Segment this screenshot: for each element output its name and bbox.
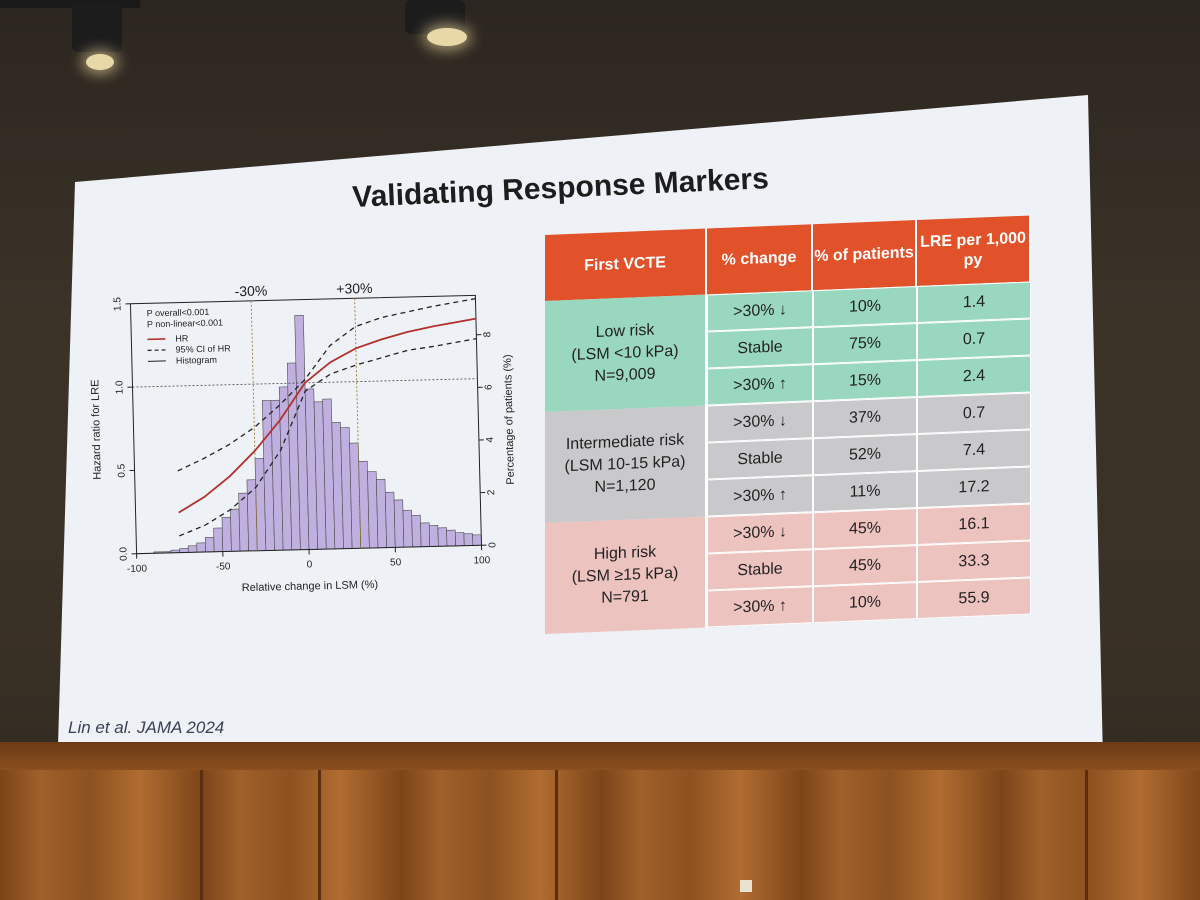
group-label: N=9,009 — [594, 365, 656, 385]
header-pct-change: % change — [707, 224, 813, 295]
group-low-risk: Low risk (LSM <10 kPa) N=9,009 — [545, 294, 707, 412]
panel-seam — [555, 770, 558, 900]
histogram-bar — [393, 499, 405, 548]
cell-change: Stable — [707, 438, 813, 480]
x-axis-label: Relative change in LSM (%) — [242, 579, 379, 594]
group-label: (LSM ≥15 kPa) — [571, 564, 679, 586]
histogram-bar — [437, 527, 448, 547]
x-tick-label: 100 — [473, 555, 490, 566]
cell-pct: 10% — [813, 286, 917, 328]
histogram-bar — [411, 514, 422, 548]
cell-pct: 52% — [813, 434, 917, 476]
x-tick-label: -50 — [216, 561, 231, 572]
group-label: (LSM <10 kPa) — [571, 342, 679, 364]
risk-table: First VCTE % change % of patients LRE pe… — [545, 185, 1035, 645]
panel-seam — [200, 770, 203, 900]
legend-label: Histogram — [176, 355, 217, 366]
legend-label: HR — [175, 333, 189, 343]
cell-lre: 0.7 — [917, 392, 1031, 435]
histogram-bar — [454, 532, 465, 547]
panel-seam — [1085, 770, 1088, 900]
cell-pct: 45% — [813, 508, 917, 550]
reference-vline — [354, 298, 362, 549]
stat-text: P overall<0.001 — [147, 307, 210, 319]
cell-pct: 45% — [813, 545, 917, 587]
annotation-minus30: -30% — [234, 282, 267, 299]
y-tick-label: 0.5 — [116, 463, 127, 478]
histogram-bar — [384, 491, 396, 548]
citation: Lin et al. JAMA 2024 — [68, 718, 225, 737]
histogram-bar — [238, 492, 249, 552]
x-tick-label: -100 — [127, 563, 148, 574]
cell-change: Stable — [707, 327, 813, 369]
histogram-bar — [221, 516, 232, 552]
cell-pct: 11% — [813, 471, 917, 513]
histogram-bar — [463, 533, 474, 546]
y2-tick-label: 4 — [485, 436, 496, 442]
plot-frame — [129, 294, 482, 555]
hr-histogram-chart: -100 -50 0 50 100 0.0 0.5 1.0 1.5 0 2 4 6 8 Relative c… — [89, 280, 517, 594]
y-tick-label: 1.5 — [112, 297, 123, 312]
x-tick-label: 0 — [306, 559, 312, 570]
y-tick-label: 0.0 — [118, 546, 129, 561]
annotation-plus30: +30% — [336, 280, 373, 297]
cell-pct: 15% — [813, 360, 917, 402]
cell-lre: 16.1 — [917, 503, 1031, 546]
cell-pct: 37% — [813, 397, 917, 439]
header-pct-patients: % of patients — [813, 220, 917, 291]
header-lre: LRE per 1,000 py — [917, 215, 1031, 287]
hr-line — [178, 317, 477, 514]
y2-tick-label: 8 — [482, 331, 493, 337]
group-label: N=791 — [601, 587, 649, 607]
group-intermediate-risk: Intermediate risk (LSM 10-15 kPa) N=1,12… — [545, 405, 707, 523]
panel-seam — [318, 770, 321, 900]
cell-change: >30% ↓ — [707, 401, 813, 443]
cell-change: >30% ↑ — [707, 364, 813, 406]
stat-text: P non-linear<0.001 — [147, 318, 223, 330]
histogram-bar — [230, 508, 241, 552]
cell-lre: 33.3 — [917, 540, 1031, 583]
group-high-risk: High risk (LSM ≥15 kPa) N=791 — [545, 516, 707, 634]
cell-lre: 17.2 — [917, 466, 1031, 509]
cell-change: >30% ↑ — [707, 586, 813, 628]
cell-change: Stable — [707, 549, 813, 591]
cell-lre: 2.4 — [917, 355, 1031, 398]
y2-axis-label: Percentage of patients (%) — [502, 354, 517, 485]
cell-pct: 75% — [813, 323, 917, 365]
cell-lre: 0.7 — [917, 318, 1031, 361]
cell-lre: 55.9 — [917, 577, 1031, 620]
histogram-bar — [213, 527, 224, 553]
ci-lower-line — [179, 337, 477, 537]
cell-change: >30% ↓ — [707, 512, 813, 554]
histogram-bar — [472, 534, 482, 546]
cell-lre: 7.4 — [917, 429, 1031, 472]
histogram-bar — [402, 509, 413, 548]
cell-lre: 1.4 — [917, 281, 1031, 324]
y-tick-label: 1.0 — [114, 380, 125, 395]
header-first-vcte: First VCTE — [545, 228, 707, 301]
histogram-bar — [446, 529, 456, 547]
histogram-bar — [376, 478, 387, 549]
ceiling-rail — [0, 0, 140, 8]
y2-tick-label: 0 — [487, 542, 498, 548]
histogram-bar — [196, 542, 206, 553]
histogram-bar — [428, 524, 439, 547]
y2-tick-label: 6 — [484, 384, 495, 390]
cell-change: >30% ↓ — [707, 290, 813, 332]
ci-upper-line — [177, 298, 476, 472]
cell-pct: 10% — [813, 582, 917, 624]
histogram-bar — [420, 522, 431, 548]
wall-socket — [740, 880, 752, 892]
histogram-bar — [204, 537, 215, 553]
reference-vline — [250, 300, 258, 551]
wood-ledge — [0, 742, 1200, 770]
cell-change: >30% ↑ — [707, 475, 813, 517]
histogram-bar — [187, 545, 198, 553]
x-tick-label: 50 — [390, 557, 402, 568]
y-axis-label: Hazard ratio for LRE — [89, 379, 103, 480]
y2-tick-label: 2 — [486, 489, 497, 495]
legend-label: 95% CI of HR — [175, 343, 231, 354]
